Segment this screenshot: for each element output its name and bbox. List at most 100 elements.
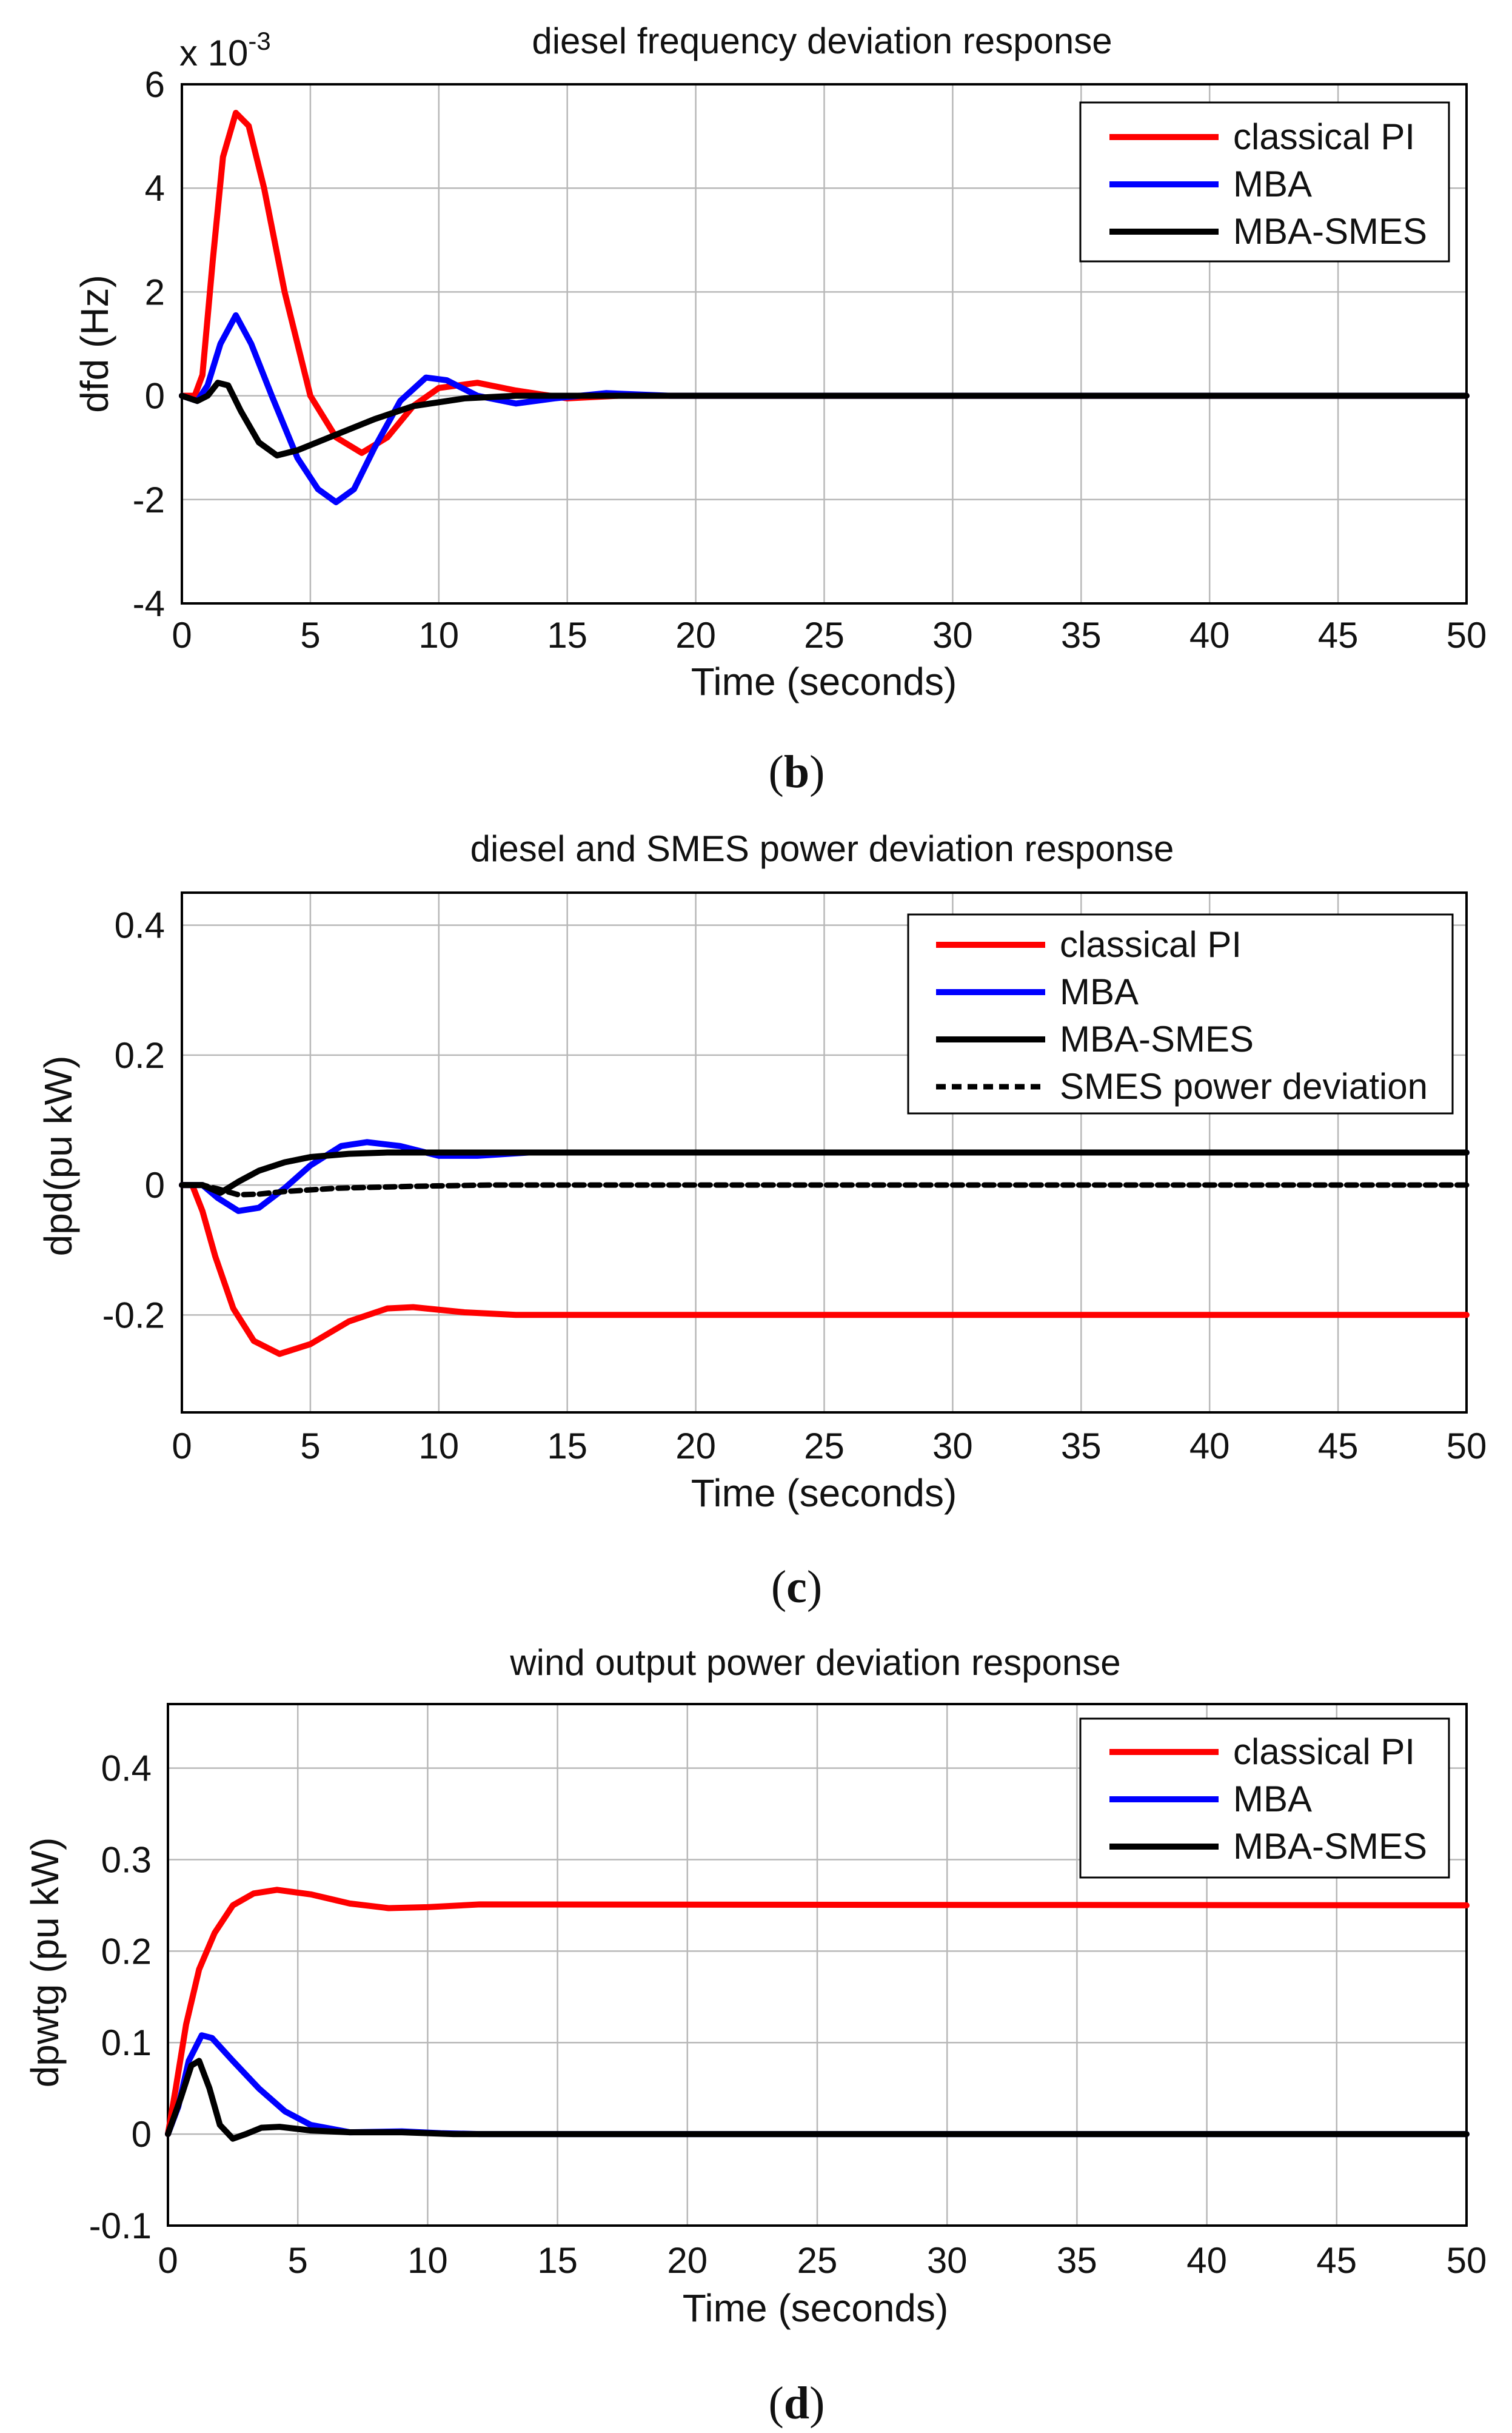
x-tick-label: 45 [1316,2240,1357,2281]
x-tick-label: 40 [1189,1426,1230,1466]
legend: classical PI MBA MBA-SMES SMES power dev… [907,913,1454,1115]
plot-frame [181,83,1468,605]
legend-label: classical PI [1233,1731,1415,1772]
legend-label: MBA [1233,164,1312,204]
y-tick-label: -0.1 [89,2206,152,2246]
x-tick-labels: 0 5 10 15 20 25 30 35 40 45 50 [172,615,1487,656]
legend-entry: MBA-SMES [1109,211,1427,252]
legend-label: MBA-SMES [1233,211,1427,252]
x-axis-label: Time (seconds) [691,1471,957,1515]
x-tick-label: 50 [1447,1426,1487,1466]
x-tick-label: 5 [288,2240,308,2281]
x-tick-label: 30 [927,2240,968,2281]
x-tick-label: 20 [667,2240,707,2281]
x-tick-label: 25 [797,2240,838,2281]
x-tick-label: 0 [158,2240,178,2281]
series-line [179,380,1470,458]
y-exponent-base: x 10 [179,33,248,73]
y-tick-label: 0 [145,1165,165,1206]
legend-entry: MBA-SMES [1109,1826,1427,1867]
series-line [165,2058,1470,2142]
legend-entry: MBA-SMES [936,1019,1254,1059]
chart-title: diesel frequency deviation response [532,21,1112,61]
y-tick-label: -2 [133,480,165,520]
legend-label: classical PI [1060,924,1242,965]
x-axis-label: Time (seconds) [683,2286,949,2330]
y-tick-label: -4 [133,583,165,624]
legend-entry: classical PI [936,924,1242,965]
series-line [179,1182,1470,1198]
panel-caption: (d) [769,2378,825,2429]
y-tick-label: 0.2 [101,1931,152,1972]
x-tick-label: 15 [537,2240,578,2281]
series-line [165,1887,1470,2138]
legend-entry: SMES power deviation [936,1066,1428,1107]
y-tick-label: 0 [145,376,165,417]
y-tick-labels: -4 -2 0 2 4 6 [133,64,165,624]
legend-label: MBA [1233,1779,1312,1819]
y-tick-label: -0.2 [102,1295,165,1335]
x-tick-label: 20 [675,1426,716,1466]
x-tick-label: 30 [932,615,973,656]
legend-label: classical PI [1233,116,1415,157]
x-tick-label: 5 [300,615,320,656]
x-tick-label: 40 [1186,2240,1227,2281]
x-tick-label: 40 [1189,615,1230,656]
x-axis-label: Time (seconds) [691,660,957,703]
y-tick-labels: -0.1 0 0.1 0.2 0.3 0.4 [89,1748,152,2246]
svg-text:x 10-3: x 10-3 [179,27,271,73]
series-line [179,312,1470,506]
legend: classical PI MBA MBA-SMES [1079,101,1450,263]
legend-label: SMES power deviation [1060,1066,1428,1107]
y-tick-label: 4 [145,168,165,209]
y-exponent-power: -3 [248,27,270,55]
x-tick-label: 45 [1318,615,1359,656]
x-tick-label: 10 [418,1426,459,1466]
x-tick-label: 0 [172,1426,192,1466]
x-tick-label: 15 [547,615,587,656]
legend: classical PI MBA MBA-SMES [1079,1717,1450,1879]
x-tick-label: 10 [418,615,459,656]
legend-label: MBA-SMES [1233,1826,1427,1867]
y-tick-label: 0 [132,2114,152,2155]
series-lines [179,1139,1470,1357]
chart-title: wind output power deviation response [509,1642,1120,1683]
y-tick-label: 0.1 [101,2022,152,2063]
x-tick-labels: 0 5 10 15 20 25 30 35 40 45 50 [158,2240,1487,2281]
chart-title: diesel and SMES power deviation response [470,828,1174,869]
legend-label: MBA-SMES [1060,1019,1254,1059]
y-tick-label: 0.4 [101,1748,152,1789]
y-tick-label: 0.3 [101,1839,152,1880]
legend-entry: classical PI [1109,1731,1415,1772]
x-tick-label: 20 [675,615,716,656]
y-tick-label: 0.2 [115,1035,165,1076]
x-tick-label: 15 [547,1426,587,1466]
legend-entry: classical PI [1109,116,1415,157]
legend-entry: MBA [1109,1779,1312,1819]
y-axis-label: dfd (Hz) [73,275,116,413]
chart-panel-b: diesel frequency deviation response x 10… [73,21,1487,797]
y-exponent-label: x 10-3 [179,27,271,73]
y-axis-label: dpwtg (pu kW) [23,1837,67,2088]
x-tick-label: 25 [804,1426,845,1466]
x-tick-label: 25 [804,615,845,656]
legend-label: MBA [1060,972,1139,1012]
x-tick-label: 35 [1061,615,1102,656]
legend-entry: MBA [1109,164,1312,204]
y-axis-label: dpd(pu kW) [36,1056,80,1257]
x-tick-label: 0 [172,615,192,656]
series-lines [165,1887,1470,2142]
x-tick-label: 35 [1061,1426,1102,1466]
y-tick-labels: -0.2 0 0.2 0.4 [102,905,165,1336]
series-lines [179,110,1470,506]
x-tick-label: 10 [407,2240,448,2281]
series-line [179,1182,1470,1357]
x-tick-label: 50 [1447,615,1487,656]
legend-entry: MBA [936,972,1139,1012]
y-tick-label: 2 [145,272,165,312]
x-tick-label: 30 [932,1426,973,1466]
x-tick-label: 5 [300,1426,320,1466]
x-tick-label: 35 [1057,2240,1097,2281]
x-tick-label: 50 [1447,2240,1487,2281]
